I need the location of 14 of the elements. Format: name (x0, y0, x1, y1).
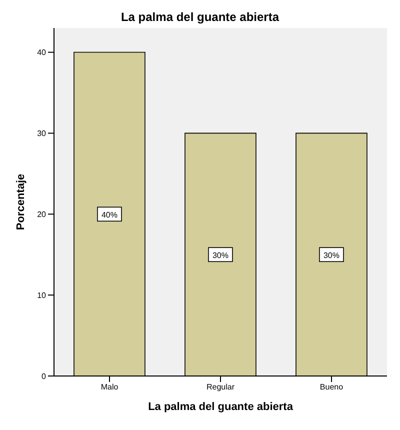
y-axis-title: Porcentaje (14, 174, 27, 230)
x-axis-title: La palma del guante abierta (148, 401, 294, 413)
y-tick-label: 40 (37, 48, 47, 58)
data-label: 30% (212, 251, 228, 260)
y-tick-label: 10 (37, 290, 47, 300)
data-label: 30% (323, 251, 340, 260)
x-tick-label: Malo (100, 382, 119, 392)
chart-title: La palma del guante abierta (120, 10, 280, 24)
x-tick-label: Regular (206, 382, 235, 392)
data-label: 40% (101, 210, 118, 220)
x-tick-label: Bueno (320, 382, 344, 392)
y-tick-label: 0 (42, 372, 47, 381)
y-tick-label: 20 (37, 210, 47, 219)
y-tick-label: 30 (37, 129, 47, 138)
